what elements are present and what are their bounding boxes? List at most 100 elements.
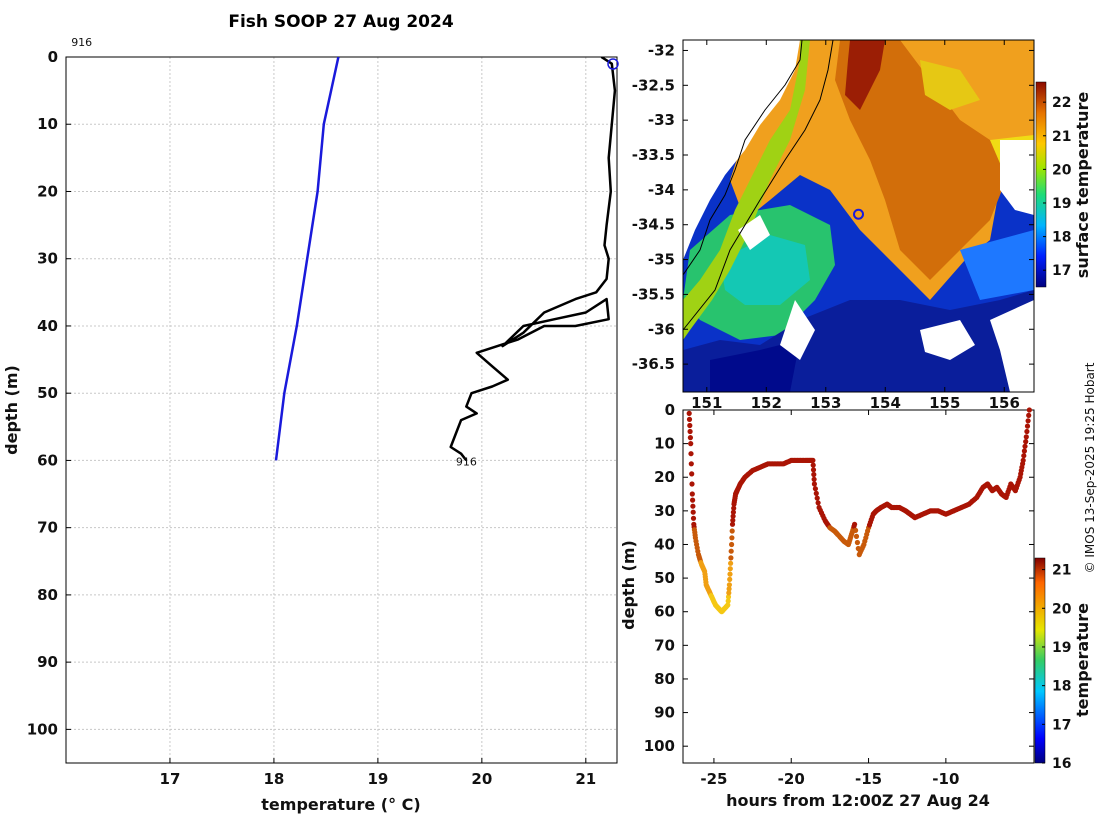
- map-xtick-label: 155: [929, 394, 960, 412]
- sst-colorbar-tick-label: 22: [1052, 95, 1071, 111]
- depth-time-point: [815, 500, 821, 506]
- depth-time-point: [726, 586, 732, 592]
- depth-time-point: [688, 441, 694, 447]
- depth-time-ytick-label: 0: [665, 401, 675, 419]
- depth-time-point: [1023, 434, 1029, 440]
- sst-colorbar: [1035, 81, 1047, 288]
- profile-series-fish-trace: [449, 57, 617, 462]
- depth-time-ytick-label: 90: [654, 704, 675, 722]
- depth-time-point: [1023, 439, 1029, 445]
- chart-title: Fish SOOP 27 Aug 2024: [228, 12, 454, 32]
- map-xtick-label: 152: [751, 394, 782, 412]
- depth-time-xtick-label: -25: [700, 770, 727, 788]
- sst-colorbar-tick-label: 21: [1052, 129, 1071, 145]
- depth-time-ytick-label: 30: [654, 502, 675, 520]
- depth-time-point: [729, 521, 736, 527]
- sst-colorbar-label: surface temperature: [1073, 92, 1092, 279]
- depth-time-point: [1022, 443, 1028, 449]
- map-ytick-label: -34.5: [632, 216, 675, 234]
- sst-colorbar-tick-label: 17: [1052, 263, 1071, 279]
- depth-time-ytick-label: 80: [654, 670, 675, 688]
- profile-annotation-top: 916: [71, 36, 92, 49]
- copyright-text: © IMOS 13-Sep-2025 19:25 Hobart: [1083, 362, 1097, 573]
- temperature-colorbar-tick-label: 17: [1052, 717, 1071, 733]
- profile-ytick-label: 10: [37, 115, 58, 133]
- map-xtick-label: 156: [989, 394, 1020, 412]
- map-xtick-label: 153: [810, 394, 841, 412]
- depth-time-point: [854, 539, 861, 546]
- profile-lines: [274, 57, 617, 462]
- depth-time-ylabel: depth (m): [619, 540, 638, 630]
- temperature-colorbar-tick-label: 18: [1052, 679, 1071, 695]
- temperature-colorbar-tick-label: 16: [1052, 756, 1071, 772]
- depth-time-point: [814, 495, 820, 501]
- profile-grid: [66, 56, 617, 763]
- depth-time-ytick-label: 60: [654, 603, 675, 621]
- depth-time-point: [1025, 418, 1031, 424]
- depth-time-point: [1026, 412, 1032, 418]
- map-ytick-label: -33: [648, 111, 675, 129]
- temperature-colorbar-label: temperature: [1073, 603, 1092, 717]
- profile-ytick-label: 30: [37, 250, 58, 268]
- sst-map: [683, 40, 1034, 392]
- depth-time-point: [810, 467, 817, 473]
- depth-time-point: [812, 486, 819, 492]
- profile-ytick-label: 50: [37, 384, 58, 402]
- profile-xlabel: temperature (° C): [261, 795, 420, 814]
- depth-time-point: [726, 582, 733, 588]
- map-ytick-label: -34: [648, 181, 675, 199]
- map-ytick-label: -35: [648, 251, 675, 269]
- depth-time-point: [688, 451, 694, 457]
- profile-xtick-label: 17: [160, 770, 181, 788]
- profile-surface-marker: [607, 58, 619, 70]
- depth-time-point: [690, 497, 696, 503]
- map-ytick-label: -35.5: [632, 285, 675, 303]
- depth-time-point: [727, 566, 733, 572]
- depth-time-point: [687, 422, 693, 429]
- sst-colorbar-tick-label: 20: [1052, 162, 1072, 178]
- depth-time-point: [1021, 453, 1027, 459]
- sst-colorbar-tick-label: 18: [1052, 230, 1071, 246]
- depth-time-point: [811, 481, 818, 487]
- depth-time-point: [689, 481, 695, 487]
- profile-ytick-label: 80: [37, 586, 58, 604]
- temperature-colorbar-ticks: 16 17 18 19 20 21: [1042, 563, 1072, 772]
- depth-time-point: [1024, 428, 1030, 435]
- map-ticks: -32 -32.5 -33 -33.5 -34 -34.5 -35 -35.5 -36 -36.5…: [632, 40, 1034, 412]
- profile-series-climatology: [274, 57, 340, 461]
- depth-time-ytick-label: 10: [654, 435, 675, 453]
- depth-time-ytick-label: 100: [644, 737, 675, 755]
- map-frame: [682, 39, 1035, 393]
- profile-ytick-label: 0: [48, 48, 58, 66]
- depth-time-point: [729, 528, 735, 534]
- profile-ytick-label: 60: [37, 451, 58, 469]
- profile-ytick-label: 40: [37, 317, 58, 335]
- depth-time-point: [810, 462, 816, 468]
- depth-time-point: [730, 517, 736, 523]
- depth-time-point: [689, 491, 695, 497]
- depth-time-point: [728, 548, 734, 554]
- profile-ytick-label: 70: [37, 519, 58, 537]
- depth-time-point: [811, 471, 817, 478]
- depth-time-point: [730, 513, 736, 519]
- depth-time-point: [690, 515, 697, 521]
- depth-time-point: [1024, 423, 1031, 429]
- profile-ytick-label: 20: [37, 182, 58, 200]
- depth-time-point: [729, 541, 735, 548]
- profile-axes-frame: [65, 56, 618, 764]
- profile-xtick-label: 19: [367, 770, 388, 788]
- profile-ytick-label: 100: [27, 720, 58, 738]
- depth-time-point: [853, 533, 860, 540]
- depth-time-point: [726, 590, 732, 596]
- depth-time-point: [853, 527, 859, 534]
- profile-xtick-label: 20: [471, 770, 492, 788]
- map-ytick-label: -33.5: [632, 146, 675, 164]
- profile-ylabel: depth (m): [2, 365, 21, 455]
- depth-time-xtick-label: -20: [778, 770, 805, 788]
- depth-time-point: [1026, 407, 1032, 413]
- depth-time-point: [725, 594, 732, 600]
- temperature-colorbar-tick-label: 19: [1052, 640, 1071, 656]
- depth-time-frame: [682, 409, 1035, 764]
- depth-time-points: [686, 407, 1032, 615]
